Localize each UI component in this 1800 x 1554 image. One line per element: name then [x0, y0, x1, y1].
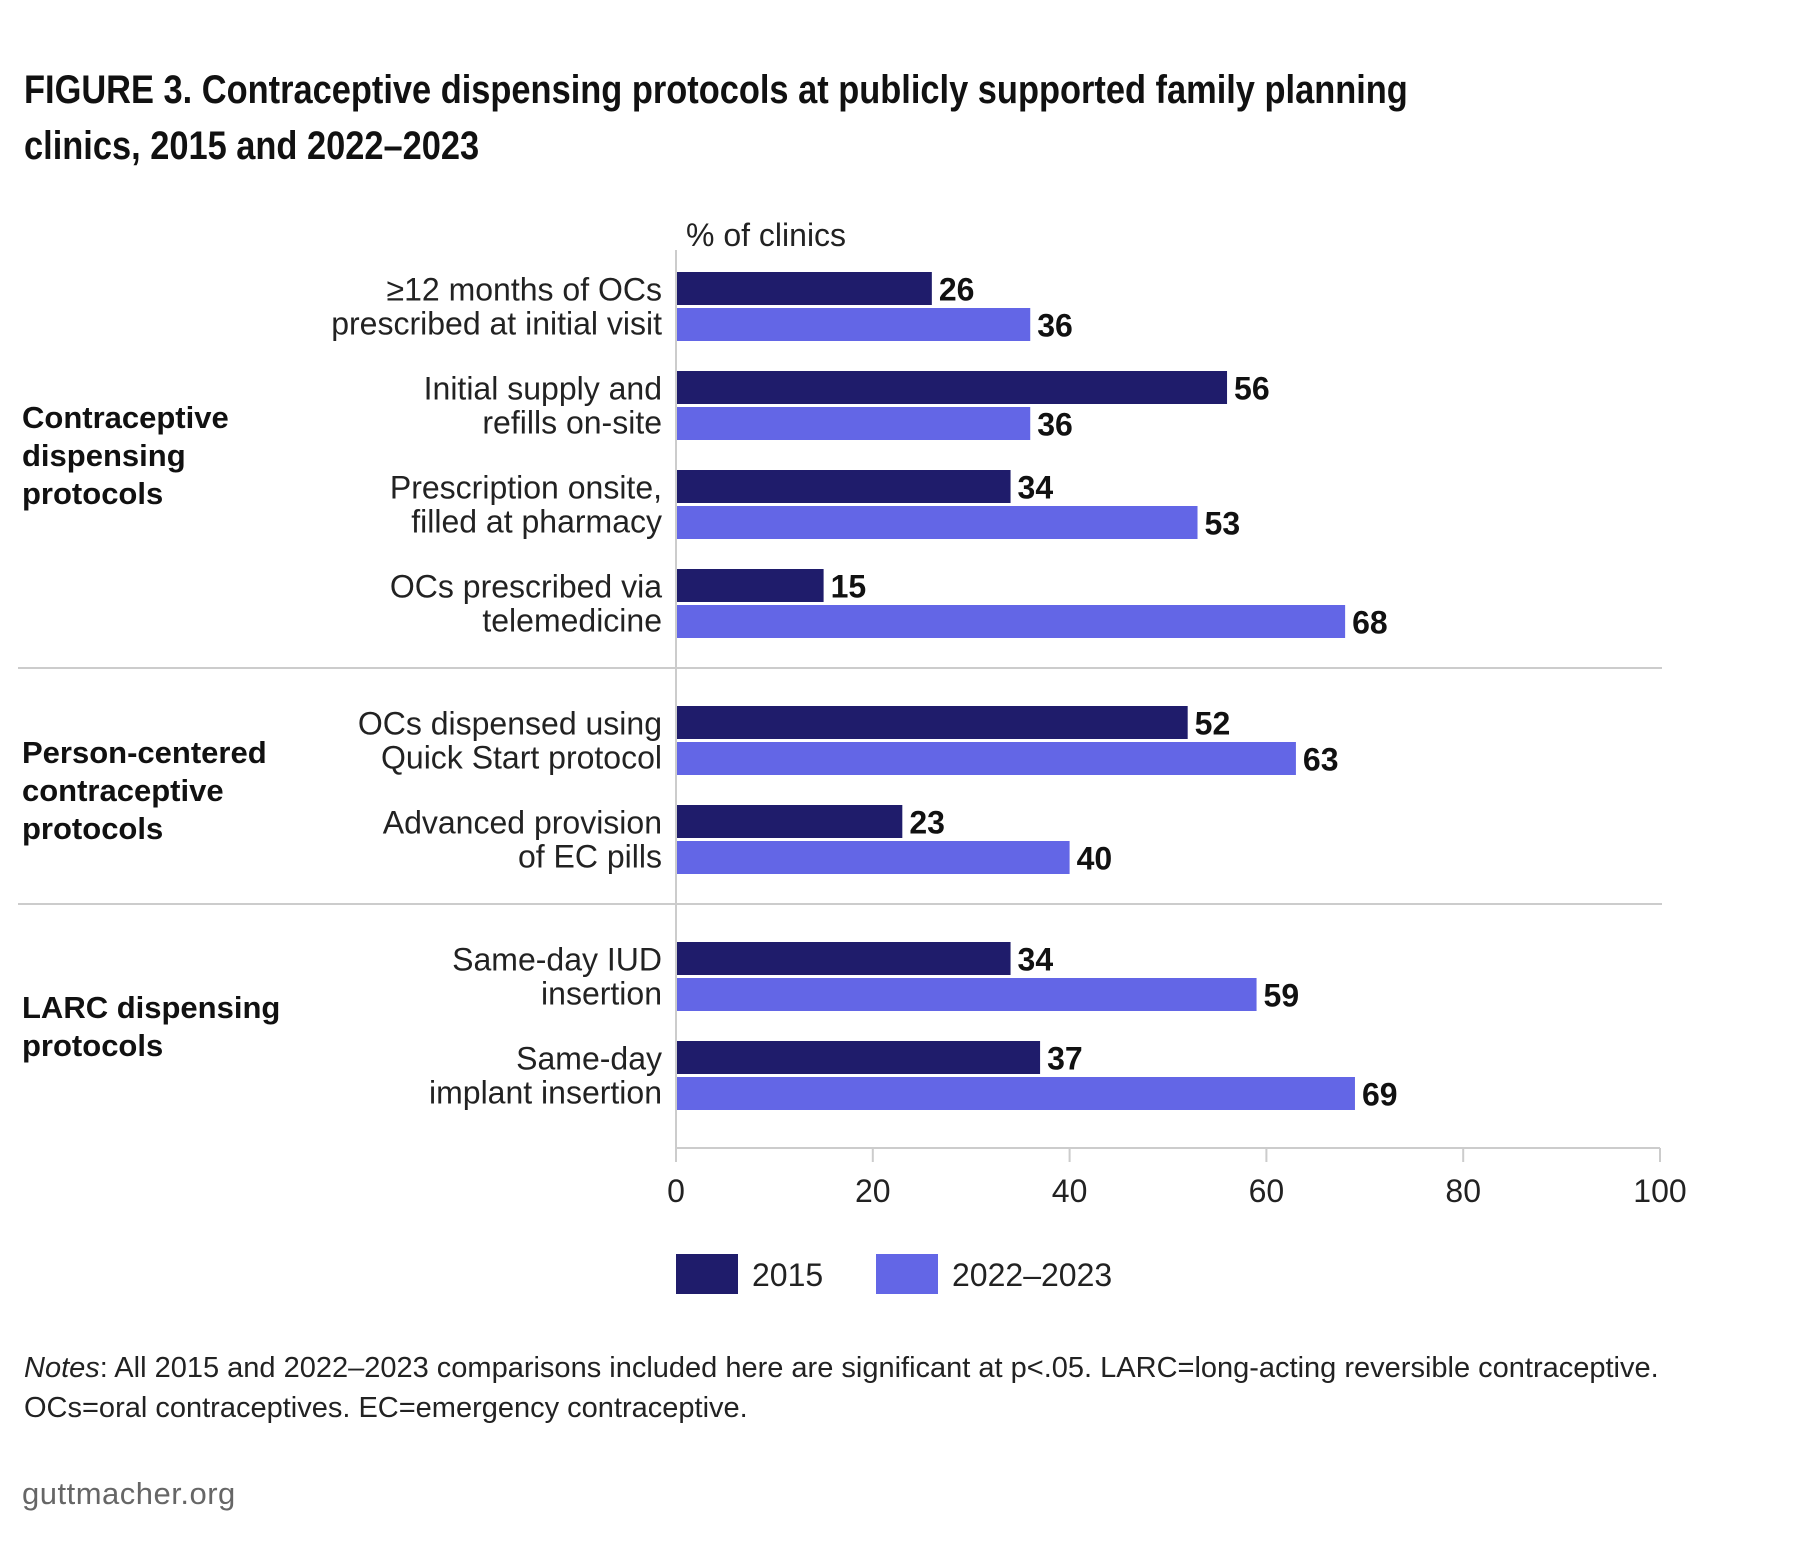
group-label: Contraceptive — [22, 400, 229, 435]
category-label: refills on-site — [482, 405, 662, 441]
x-tick-label: 60 — [1249, 1173, 1285, 1209]
x-tick-label: 100 — [1633, 1173, 1686, 1209]
figure-title: FIGURE 3. Contraceptive dispensing proto… — [24, 68, 1408, 168]
bar-chart: % of clinics 26 36 ≥12 months of OCsprescri… — [18, 217, 1687, 1294]
category-label: implant insertion — [429, 1075, 662, 1111]
data-label: 15 — [831, 569, 867, 605]
category-label: Initial supply and — [424, 371, 662, 407]
category-label: of EC pills — [518, 839, 662, 875]
bar-2015-g0-i1 — [676, 371, 1228, 404]
bar-2015-g2-i1 — [676, 1041, 1041, 1074]
bar-2022-2023-g0-i3 — [676, 605, 1346, 638]
group-label: dispensing — [22, 438, 186, 473]
data-label: 52 — [1195, 706, 1231, 742]
notes: Notes: All 2015 and 2022–2023 comparison… — [24, 1348, 1664, 1428]
bar-2022-2023-g0-i1 — [676, 407, 1031, 440]
data-label: 40 — [1077, 841, 1113, 877]
bar-2022-2023-g2-i1 — [676, 1077, 1355, 1110]
data-label: 59 — [1264, 978, 1300, 1014]
x-tick-label: 0 — [667, 1173, 685, 1209]
bar-2015-g2-i0 — [676, 942, 1011, 975]
x-tick-label: 40 — [1052, 1173, 1088, 1209]
bar-2015-g1-i0 — [676, 706, 1188, 739]
group-label: protocols — [22, 476, 163, 511]
data-label: 36 — [1037, 407, 1073, 443]
bar-2022-2023-g2-i0 — [676, 978, 1257, 1011]
bar-2015-g0-i0 — [676, 272, 932, 305]
category-label: ≥12 months of OCs — [387, 272, 662, 308]
category-label: Same-day IUD — [452, 942, 662, 978]
x-tick-label: 20 — [855, 1173, 891, 1209]
source-credit: guttmacher.org — [22, 1476, 236, 1511]
bar-2022-2023-g0-i2 — [676, 506, 1198, 539]
data-label: 68 — [1352, 605, 1388, 641]
data-label: 34 — [1018, 942, 1054, 978]
data-label: 34 — [1018, 470, 1054, 506]
category-label: Prescription onsite, — [390, 470, 662, 506]
group-label: protocols — [22, 1028, 163, 1063]
data-label: 23 — [909, 805, 945, 841]
category-label: Quick Start protocol — [381, 740, 662, 776]
category-label: filled at pharmacy — [411, 504, 662, 540]
bar-2015-g1-i1 — [676, 805, 903, 838]
category-label: Same-day — [516, 1041, 662, 1077]
notes-text: : All 2015 and 2022–2023 comparisons inc… — [24, 1352, 1659, 1424]
group-label: LARC dispensing — [22, 990, 280, 1025]
notes-lead: Notes — [24, 1352, 100, 1384]
bar-2022-2023-g0-i0 — [676, 308, 1031, 341]
category-label: insertion — [541, 976, 662, 1012]
category-label: Advanced provision — [383, 805, 662, 841]
category-label: prescribed at initial visit — [331, 306, 662, 342]
data-label: 63 — [1303, 742, 1339, 778]
data-label: 53 — [1205, 506, 1241, 542]
data-label: 37 — [1047, 1041, 1083, 1077]
legend-label: 2015 — [752, 1257, 823, 1293]
legend-label: 2022–2023 — [952, 1257, 1112, 1293]
bar-2015-g0-i3 — [676, 569, 824, 602]
legend-swatch-2015 — [676, 1254, 738, 1294]
category-label: OCs dispensed using — [358, 706, 662, 742]
legend-swatch-2022-2023 — [876, 1254, 938, 1294]
x-tick-label: 80 — [1445, 1173, 1481, 1209]
bar-2015-g0-i2 — [676, 470, 1011, 503]
bar-2022-2023-g1-i0 — [676, 742, 1296, 775]
data-label: 56 — [1234, 371, 1270, 407]
category-label: telemedicine — [482, 603, 662, 639]
data-label: 69 — [1362, 1077, 1398, 1113]
axis-title: % of clinics — [686, 217, 846, 253]
category-label: OCs prescribed via — [390, 569, 662, 605]
data-label: 26 — [939, 272, 975, 308]
group-label: contraceptive — [22, 773, 224, 808]
group-label: Person-centered — [22, 735, 267, 770]
group-label: protocols — [22, 811, 163, 846]
data-label: 36 — [1037, 308, 1073, 344]
bar-2022-2023-g1-i1 — [676, 841, 1070, 874]
